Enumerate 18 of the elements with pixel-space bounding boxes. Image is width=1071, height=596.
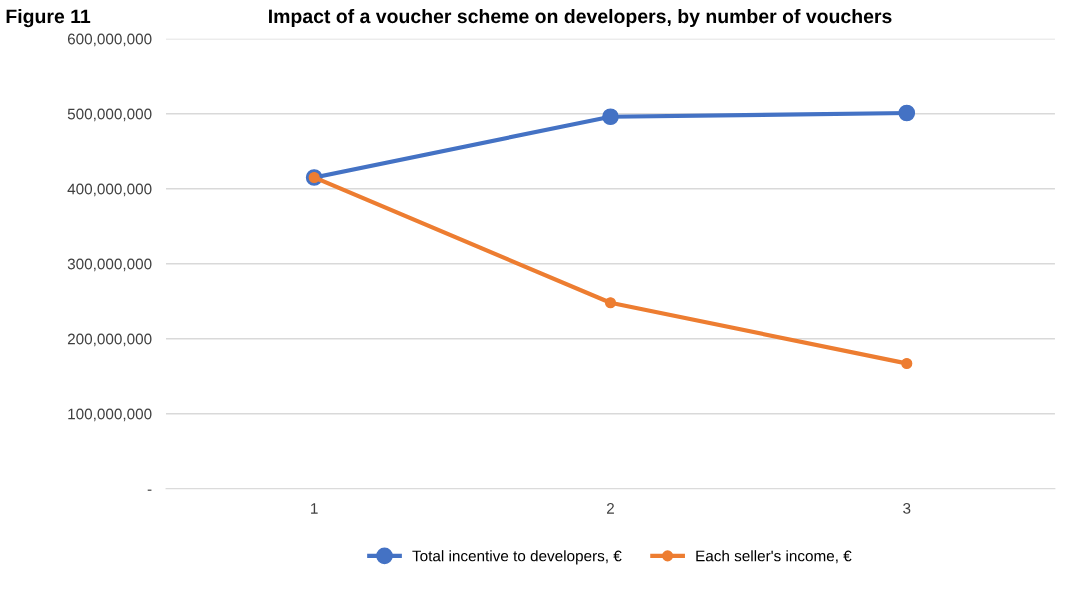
chart-title: Figure 11 [6, 8, 91, 28]
y-tick-label: 400,000,000 [67, 183, 152, 197]
x-tick-label: 3 [903, 503, 911, 514]
legend-label: Each seller's income, € [696, 550, 852, 564]
x-tick-label: 1 [311, 503, 318, 514]
x-tick-label: 2 [606, 503, 614, 514]
y-tick-label: 100,000,000 [68, 408, 152, 422]
y-tick-label: - [147, 489, 152, 491]
point [602, 108, 619, 126]
y-tick-label: 200,000,000 [67, 333, 152, 347]
legend-label: Total incentive to developers, € [412, 550, 622, 565]
y-tick-label: 600,000,000 [67, 33, 152, 47]
point [901, 357, 913, 370]
point [898, 104, 916, 122]
y-tick-label: 300,000,000 [67, 258, 152, 272]
chart-subtitle: Impact of a voucher scheme on developers, by number of vouchers [269, 8, 892, 28]
point [604, 297, 617, 309]
y-tick-label: 500,000,000 [67, 108, 152, 122]
